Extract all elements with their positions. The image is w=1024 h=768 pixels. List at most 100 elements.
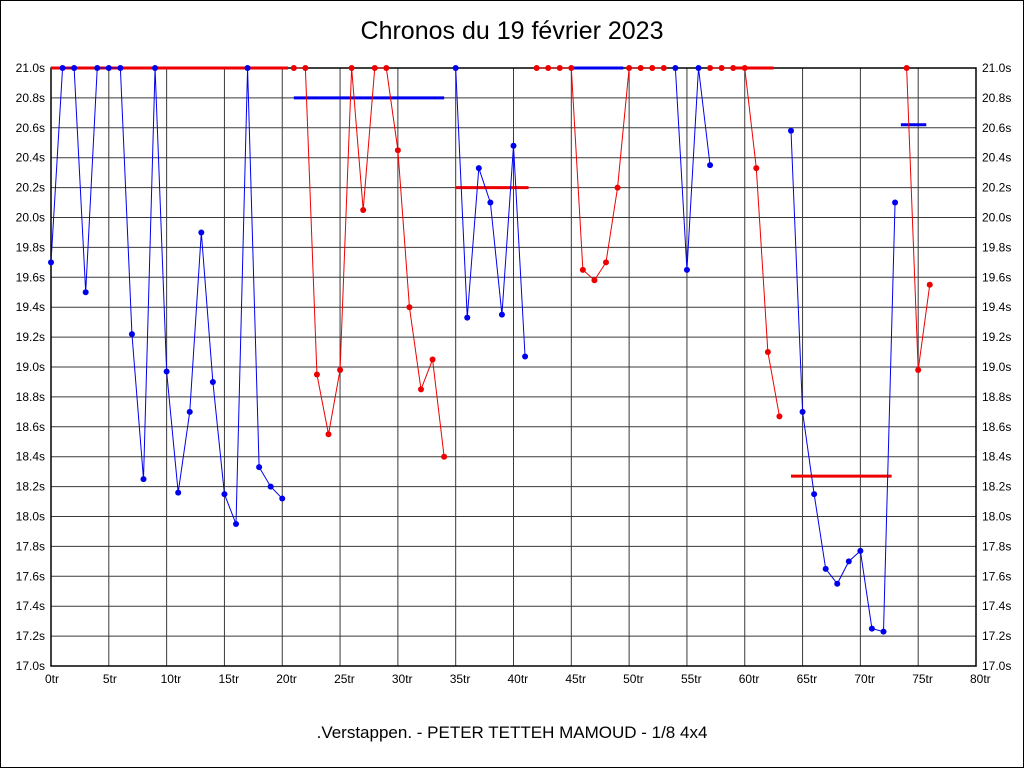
blue-driver-point <box>811 491 818 498</box>
x-tick-label: 0tr <box>45 672 59 686</box>
red-driver-point <box>764 349 771 356</box>
red-driver-point <box>649 65 656 71</box>
x-tick-label: 15tr <box>218 672 239 686</box>
blue-driver-point <box>244 65 251 71</box>
y-tick-label-right: 18.8s <box>982 390 1011 404</box>
blue-driver-point <box>117 65 124 71</box>
x-tick-label: 35tr <box>450 672 471 686</box>
y-tick-label-left: 20.0s <box>16 211 45 225</box>
blue-driver-point <box>140 476 147 483</box>
y-tick-label-left: 18.4s <box>16 450 45 464</box>
red-driver-point <box>394 147 401 154</box>
blue-driver-line <box>790 130 896 633</box>
red-driver-point <box>903 65 910 71</box>
y-tick-label-right: 17.0s <box>982 659 1011 673</box>
y-tick-label-right: 20.0s <box>982 211 1011 225</box>
y-tick-label-left: 19.8s <box>16 240 45 254</box>
red-driver-point <box>568 65 575 71</box>
red-driver-point <box>302 65 309 71</box>
y-tick-label-left: 17.4s <box>16 599 45 613</box>
red-driver-point <box>290 65 297 71</box>
red-driver-point <box>371 65 378 71</box>
y-tick-label-right: 18.2s <box>982 480 1011 494</box>
y-tick-label-left: 20.8s <box>16 91 45 105</box>
y-tick-label-left: 18.6s <box>16 420 45 434</box>
blue-driver-point <box>59 65 66 71</box>
red-driver-point <box>545 65 552 71</box>
blue-driver-point <box>822 565 829 572</box>
blue-driver-point <box>880 628 887 635</box>
y-tick-label-right: 18.6s <box>982 420 1011 434</box>
y-tick-label-right: 20.2s <box>982 181 1011 195</box>
red-driver-point <box>348 65 355 71</box>
blue-driver-point <box>487 199 494 206</box>
x-tick-label: 20tr <box>276 672 297 686</box>
blue-driver-point <box>94 65 101 71</box>
x-tick-label: 40tr <box>508 672 529 686</box>
blue-driver-point <box>695 65 702 71</box>
red-driver-point <box>429 356 436 363</box>
blue-driver-point <box>799 408 806 415</box>
x-tick-label: 65tr <box>797 672 818 686</box>
y-tick-label-left: 17.2s <box>16 629 45 643</box>
y-tick-label-left: 19.2s <box>16 330 45 344</box>
blue-driver-point <box>834 580 841 587</box>
blue-driver-point <box>498 311 505 318</box>
blue-driver-point <box>186 408 193 415</box>
red-driver-point <box>533 65 540 71</box>
red-driver-point <box>603 259 609 266</box>
red-driver-point <box>707 65 714 71</box>
blue-driver-point <box>152 65 159 71</box>
blue-driver-line <box>674 67 711 270</box>
y-tick-label-right: 17.2s <box>982 629 1011 643</box>
y-tick-label-right: 17.6s <box>982 569 1011 583</box>
x-tick-label: 80tr <box>970 672 991 686</box>
blue-driver-point <box>475 165 482 172</box>
x-tick-label: 45tr <box>565 672 586 686</box>
y-tick-label-left: 21.0s <box>16 61 45 75</box>
y-tick-label-right: 20.8s <box>982 91 1011 105</box>
blue-driver-point <box>464 314 471 321</box>
red-driver-point <box>418 386 424 393</box>
x-tick-label: 10tr <box>161 672 182 686</box>
y-tick-label-left: 20.6s <box>16 121 45 135</box>
red-driver-point <box>360 207 367 214</box>
red-driver-point <box>753 165 760 172</box>
y-tick-label-right: 18.0s <box>982 510 1011 524</box>
red-driver-line <box>536 67 664 282</box>
blue-driver-point <box>707 162 714 169</box>
y-tick-label-left: 17.8s <box>16 539 45 553</box>
y-tick-label-right: 20.6s <box>982 121 1011 135</box>
red-driver-point <box>718 65 725 71</box>
x-tick-label: 60tr <box>739 672 760 686</box>
y-tick-label-left: 17.0s <box>16 659 45 673</box>
blue-driver-point <box>256 464 263 471</box>
blue-driver-point <box>279 495 286 502</box>
x-tick-label: 25tr <box>334 672 355 686</box>
y-tick-label-right: 19.2s <box>982 330 1011 344</box>
blue-driver-point <box>163 368 170 375</box>
y-tick-label-left: 19.0s <box>16 360 45 374</box>
red-driver-point <box>383 65 390 71</box>
blue-driver-point <box>82 289 89 296</box>
blue-driver-point <box>267 483 274 490</box>
blue-driver-point <box>522 353 529 360</box>
red-driver-point <box>614 184 621 191</box>
blue-driver-point <box>510 142 517 149</box>
blue-driver-point <box>48 259 54 266</box>
blue-driver-point <box>845 558 852 565</box>
blue-driver-point <box>71 65 78 71</box>
red-driver-point <box>915 366 922 373</box>
blue-driver-point <box>209 378 216 385</box>
blue-driver-point <box>892 199 899 206</box>
y-tick-label-right: 17.8s <box>982 539 1011 553</box>
red-driver-point <box>660 65 667 71</box>
blue-driver-point <box>857 547 864 554</box>
red-driver-point <box>776 413 783 420</box>
blue-driver-point <box>672 65 679 71</box>
red-driver-point <box>926 281 933 288</box>
red-driver-point <box>591 277 598 284</box>
red-driver-point <box>741 65 748 71</box>
